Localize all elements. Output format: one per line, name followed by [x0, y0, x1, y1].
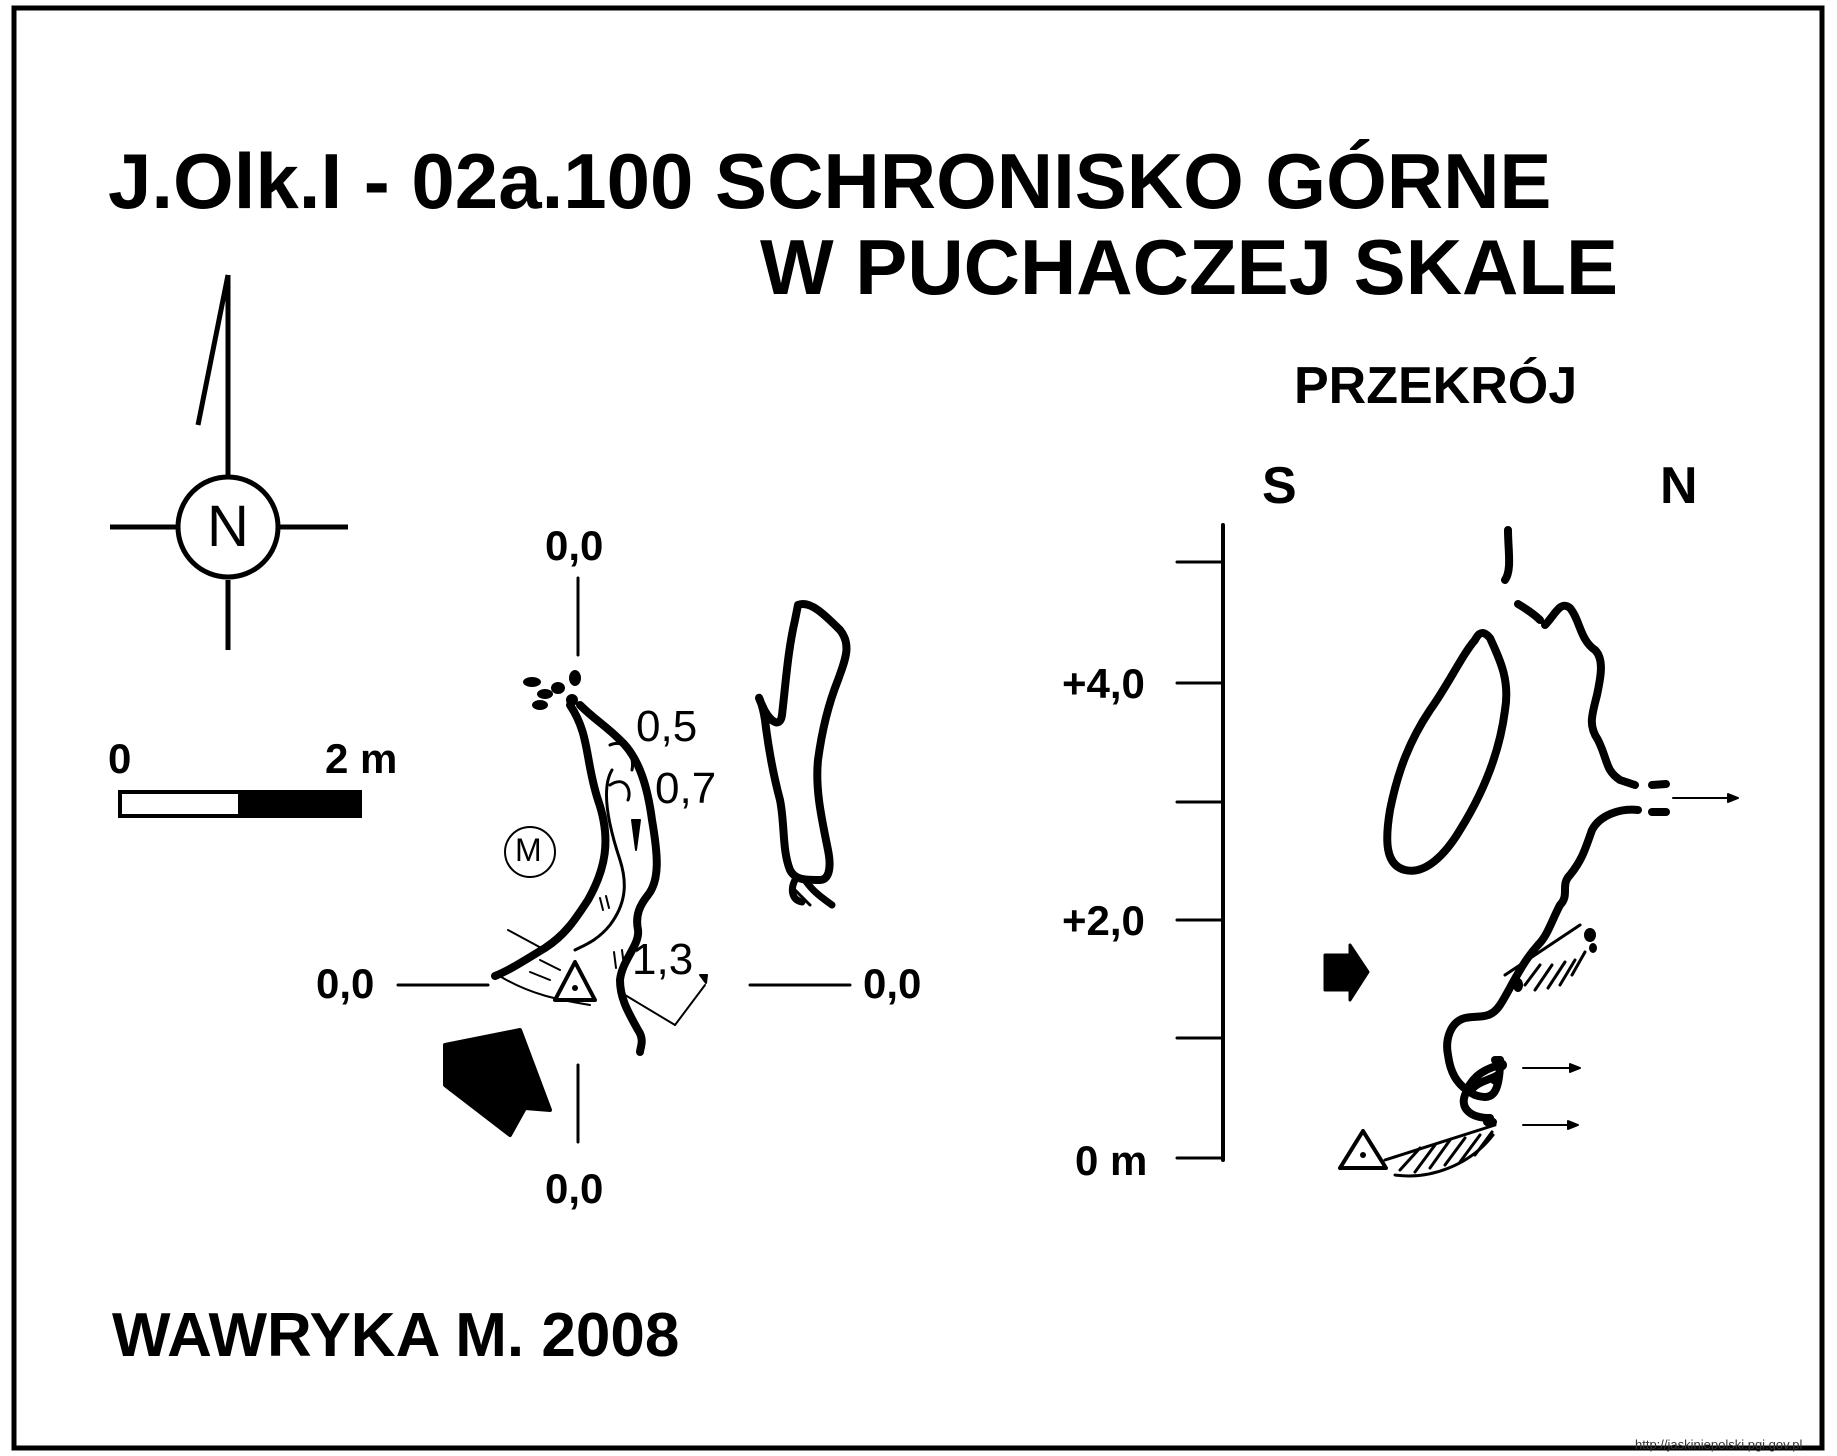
plan-axis-label-right: 0,0 [863, 960, 922, 1007]
section-outline [1501, 526, 1639, 789]
plan-marker-m: M [515, 832, 542, 868]
north-arrow-icon [110, 274, 348, 650]
plan-rock-pillar [755, 600, 851, 884]
plan-small-triangle [631, 819, 641, 851]
section-direction-left: S [1262, 457, 1297, 515]
plan-axis-label-top: 0,0 [545, 522, 604, 569]
plan-axis-label-left: 0,0 [316, 960, 375, 1007]
plan-depth-2: 0,7 [655, 764, 717, 813]
section-hatch-mid [1503, 923, 1587, 992]
section-direction-right: N [1660, 457, 1698, 515]
section-outline-bottom [1459, 1061, 1504, 1122]
author-credit: WAWRYKA M. 2008 [112, 1301, 680, 1370]
scale-start-label: 0 [108, 735, 132, 782]
plan-marker-m-circle [504, 826, 556, 878]
plan-small-arc [608, 741, 635, 772]
source-url: http://jaskiniepolski.pgi.gov.pl [1635, 1437, 1803, 1452]
section-axis-label-2: +2,0 [1062, 897, 1145, 944]
section-dots-mid [1483, 928, 1597, 1127]
section-arrows [1522, 793, 1739, 1130]
plan-inner-line [573, 768, 626, 952]
plan-small-arc-2 [608, 780, 631, 802]
scale-end-label: 2 m [325, 735, 398, 782]
section-pocket [1383, 629, 1511, 875]
compass-circle [175, 474, 281, 580]
section-view [1175, 523, 1739, 1178]
section-axis-label-4: +4,0 [1062, 660, 1145, 707]
title-line-2: W PUCHACZEJ SKALE [760, 223, 1619, 311]
section-triangle-marker [1338, 1129, 1388, 1170]
plan-pillar-tail [788, 876, 836, 909]
section-entrance-arrow [1323, 943, 1370, 1002]
plan-left-wall [491, 701, 610, 980]
section-hatch-bottom [1383, 1123, 1497, 1178]
section-axis-label-0: 0 m [1075, 1137, 1148, 1184]
plan-axis-label-bottom: 0,0 [545, 1165, 604, 1212]
title-line-1: J.Olk.I - 02a.100 SCHRONISKO GÓRNE [108, 137, 1552, 225]
plan-view [396, 576, 852, 1144]
scale-bar [118, 790, 362, 818]
plan-triangle-marker [553, 960, 597, 1002]
plan-depth-1: 0,5 [636, 702, 698, 751]
plan-depth-3: 1,3 [632, 935, 694, 984]
sheet-border [11, 5, 1825, 1451]
scale-bar-white-segment [118, 790, 242, 818]
scale-bar-black-segment [238, 790, 362, 818]
compass-label: N [207, 494, 249, 559]
plan-entrance-arrow [443, 1028, 552, 1137]
plan-dots [523, 670, 581, 710]
section-title: PRZEKRÓJ [1294, 357, 1578, 415]
section-outline-lower [1443, 805, 1642, 1101]
